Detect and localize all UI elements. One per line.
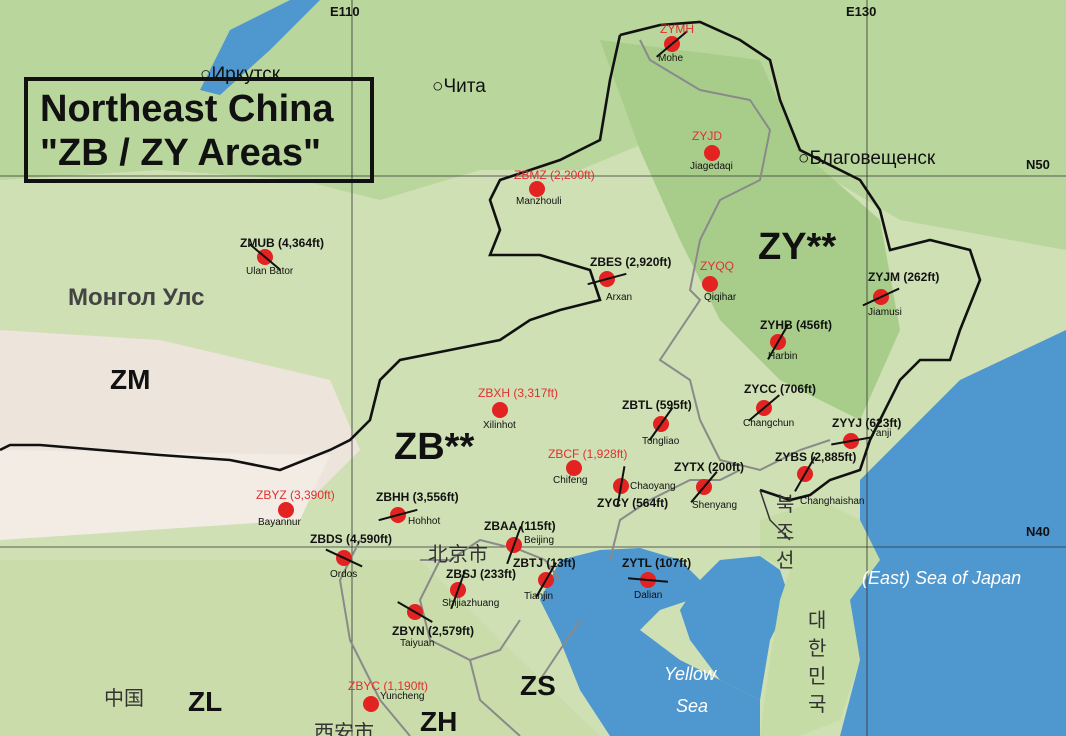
place-mongolia: Монгол Улс (68, 284, 205, 311)
airport-dot-icon (704, 145, 720, 161)
title-line-2: "ZB / ZY Areas" (40, 132, 322, 174)
place-beijing-cn: 北京市 (428, 544, 488, 566)
place-nk-2: 조 (776, 522, 795, 544)
airport-city: Changhaishan (800, 496, 865, 507)
grid-label-e110: E110 (330, 4, 360, 19)
airport-city: Taiyuan (400, 638, 435, 649)
place-sk-4: 국 (808, 694, 827, 716)
airport-city: Tianjin (524, 591, 554, 602)
grid-label-n50: N50 (1026, 157, 1050, 172)
airport-code: ZYBS (2,885ft) (775, 450, 857, 464)
region-zy: ZY** (758, 226, 837, 268)
airport-city: Jiagedaqi (690, 161, 733, 172)
airport-city: Shenyang (692, 500, 738, 511)
place-blagoveshchensk-text: Благовещенск (809, 148, 936, 169)
city-marker-icon: ○ (798, 148, 810, 169)
place-blagoveshchensk: ○Благовещенск (798, 148, 935, 170)
airport-city: Shijiazhuang (442, 598, 500, 609)
airport-city: Xilinhot (483, 420, 516, 431)
airport-code: ZBAA (115ft) (484, 519, 556, 533)
airport-code: ZBCF (1,928ft) (548, 447, 628, 461)
airport-city: Chaoyang (630, 481, 676, 492)
airport-code: ZYTL (107ft) (622, 556, 692, 570)
region-zs: ZS (520, 670, 556, 701)
sea-yellow-2: Sea (676, 696, 709, 716)
grid-label-e130: E130 (846, 4, 877, 19)
airport-city: Beijing (524, 535, 555, 546)
city-marker-icon: ○ (200, 64, 212, 85)
airport-city: Arxan (606, 292, 633, 303)
region-zm: ZM (110, 364, 151, 395)
airport-city: Ulan Bator (246, 266, 294, 277)
airport-code: ZBTL (595ft) (622, 398, 692, 412)
airport-city: Manzhouli (516, 196, 562, 207)
place-irkutsk-text: Иркутск (211, 64, 281, 85)
airport-code: ZBYZ (3,390ft) (256, 488, 335, 502)
airport-city: Bayannur (258, 517, 301, 528)
airport-city: Hohhot (408, 516, 441, 527)
region-zh: ZH (420, 706, 458, 736)
airport-code: ZBMZ (2,200ft) (514, 168, 595, 182)
airport-code: ZBTJ (13ft) (513, 556, 576, 570)
airport-code: ZYCC (706ft) (744, 382, 817, 396)
airport-city: Qiqihar (704, 292, 737, 303)
airport-code: ZBXH (3,317ft) (478, 386, 559, 400)
place-nk-1: 북 (776, 494, 795, 516)
city-marker-icon: ○ (432, 76, 444, 97)
place-sk-3: 민 (808, 666, 827, 688)
airport-city: Yuncheng (380, 691, 425, 702)
airport-code: ZYHB (456ft) (760, 318, 833, 332)
airport-dot-icon (702, 276, 718, 292)
airport-city: Yanji (870, 428, 892, 439)
airport-dot-icon (363, 696, 379, 712)
place-sk-1: 대 (808, 610, 827, 632)
airport-dot-icon (492, 402, 508, 418)
airport-city: Dalian (634, 590, 663, 601)
place-chita: ○Чита (432, 76, 486, 98)
title-line-1: Northeast China (40, 88, 334, 130)
place-irkutsk: ○Иркутск (200, 64, 280, 86)
airport-code: ZYYJ (623ft) (832, 416, 902, 430)
region-zl: ZL (188, 686, 223, 717)
airport-code: ZYMH (660, 22, 694, 36)
sea-east-sea: (East) Sea of Japan (862, 568, 1022, 588)
airport-code: ZBYC (1,190ft) (348, 679, 429, 693)
place-chita-text: Чита (443, 76, 486, 97)
region-zb: ZB** (394, 426, 475, 468)
place-sk-2: 한 (808, 638, 827, 660)
airport-city: Ordos (330, 569, 358, 580)
grid-label-n40: N40 (1026, 524, 1050, 539)
airport-city: Tongliao (642, 436, 680, 447)
airport-dot-icon (278, 502, 294, 518)
airport-city: Mohe (658, 53, 684, 64)
airport-city: Changchun (743, 418, 795, 429)
airport-dot-icon (566, 460, 582, 476)
airport-code: ZMUB (4,364ft) (240, 236, 325, 250)
place-xian-cn: 西安市 (314, 722, 374, 736)
airport-city: Chifeng (553, 475, 588, 486)
airport-code: ZYQQ (700, 259, 735, 273)
airport-code: ZYTX (200ft) (674, 460, 745, 474)
sea-yellow-1: Yellow (664, 664, 717, 684)
airport-code: ZBYN (2,579ft) (392, 624, 475, 638)
airport-city: Harbin (768, 351, 798, 362)
map-title: Northeast China "ZB / ZY Areas" (24, 77, 374, 183)
airport-city: Jiamusi (868, 307, 902, 318)
place-china-cn: 中国 (104, 688, 144, 710)
airport-code: ZYCY (564ft) (597, 496, 669, 510)
airport-code: ZBES (2,920ft) (590, 255, 672, 269)
airport-code: ZBHH (3,556ft) (376, 490, 459, 504)
airport-dot-icon (529, 181, 545, 197)
airport-code: ZYJM (262ft) (868, 270, 940, 284)
airport-code: ZBDS (4,590ft) (310, 532, 393, 546)
airport-code: ZBSJ (233ft) (446, 567, 517, 581)
place-nk-3: 선 (776, 550, 795, 572)
airport-code: ZYJD (692, 129, 722, 143)
